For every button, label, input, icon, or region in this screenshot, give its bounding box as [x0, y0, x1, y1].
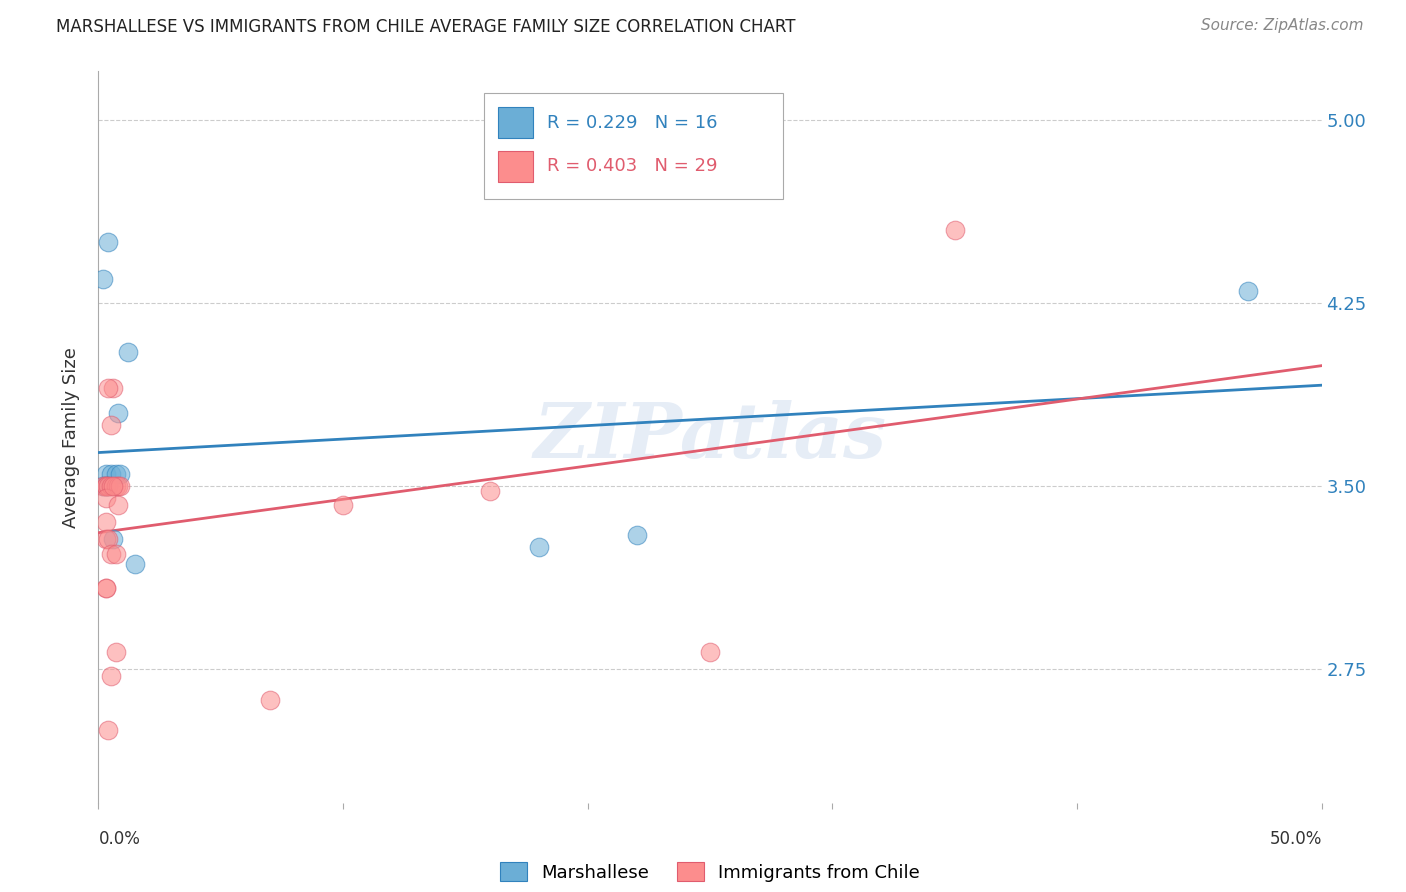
- Point: [104, 547, 127, 561]
- Point: [94, 581, 117, 595]
- Point: [107, 479, 129, 493]
- Point: [91, 479, 114, 493]
- Point: [101, 381, 124, 395]
- Point: [110, 479, 132, 493]
- Point: [97, 723, 120, 737]
- Point: [117, 344, 139, 359]
- Point: [110, 467, 132, 481]
- FancyBboxPatch shape: [498, 151, 533, 182]
- Point: [94, 581, 117, 595]
- Text: MARSHALLESE VS IMMIGRANTS FROM CHILE AVERAGE FAMILY SIZE CORRELATION CHART: MARSHALLESE VS IMMIGRANTS FROM CHILE AVE…: [56, 18, 796, 36]
- FancyBboxPatch shape: [498, 107, 533, 138]
- Point: [97, 235, 120, 249]
- Point: [259, 693, 281, 707]
- Point: [100, 467, 122, 481]
- Point: [943, 223, 966, 237]
- Point: [104, 479, 127, 493]
- Point: [699, 645, 721, 659]
- Point: [101, 533, 124, 547]
- Text: 0.0%: 0.0%: [98, 830, 141, 847]
- Point: [100, 417, 122, 432]
- FancyBboxPatch shape: [484, 94, 783, 200]
- Point: [94, 479, 117, 493]
- Point: [107, 499, 129, 513]
- Point: [100, 479, 122, 493]
- Point: [100, 669, 122, 683]
- Y-axis label: Average Family Size: Average Family Size: [62, 347, 80, 527]
- Point: [94, 533, 117, 547]
- Point: [104, 645, 127, 659]
- Point: [100, 547, 122, 561]
- Point: [94, 516, 117, 530]
- Point: [626, 527, 648, 541]
- Point: [124, 557, 146, 571]
- Point: [91, 479, 114, 493]
- Point: [94, 467, 117, 481]
- Text: R = 0.229   N = 16: R = 0.229 N = 16: [547, 113, 718, 131]
- Point: [91, 271, 114, 285]
- Point: [1237, 284, 1260, 298]
- Legend: Marshallese, Immigrants from Chile: Marshallese, Immigrants from Chile: [494, 855, 927, 888]
- Point: [101, 479, 124, 493]
- Point: [97, 479, 120, 493]
- Point: [94, 491, 117, 505]
- Point: [97, 533, 120, 547]
- Text: R = 0.403   N = 29: R = 0.403 N = 29: [547, 158, 718, 176]
- Point: [94, 479, 117, 493]
- Point: [332, 499, 354, 513]
- Point: [97, 381, 120, 395]
- Point: [527, 540, 550, 554]
- Text: 50.0%: 50.0%: [1270, 830, 1322, 847]
- Point: [94, 479, 117, 493]
- Point: [107, 406, 129, 420]
- Point: [97, 479, 120, 493]
- Point: [478, 483, 501, 498]
- Point: [104, 467, 127, 481]
- Text: Source: ZipAtlas.com: Source: ZipAtlas.com: [1201, 18, 1364, 33]
- Text: ZIPatlas: ZIPatlas: [533, 401, 887, 474]
